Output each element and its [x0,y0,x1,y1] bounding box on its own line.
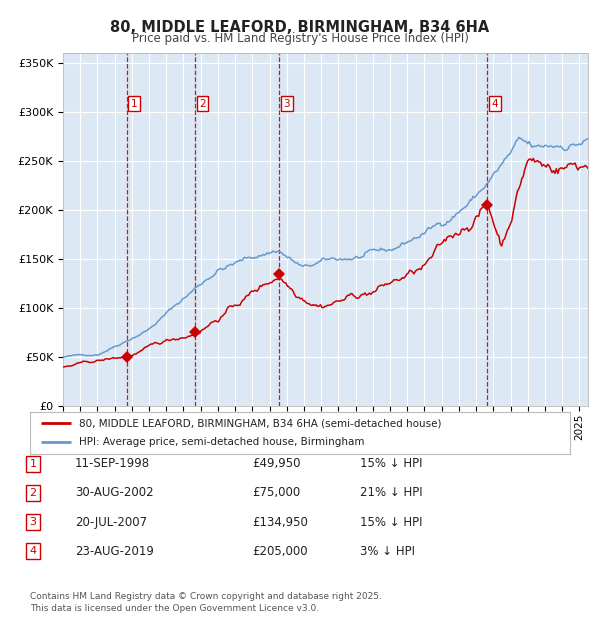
Text: £134,950: £134,950 [252,516,308,528]
Text: 3: 3 [29,517,37,527]
Text: 80, MIDDLE LEAFORD, BIRMINGHAM, B34 6HA: 80, MIDDLE LEAFORD, BIRMINGHAM, B34 6HA [110,20,490,35]
Text: Price paid vs. HM Land Registry's House Price Index (HPI): Price paid vs. HM Land Registry's House … [131,32,469,45]
Text: 4: 4 [491,99,498,108]
Text: 3% ↓ HPI: 3% ↓ HPI [360,545,415,557]
Text: 4: 4 [29,546,37,556]
Text: 23-AUG-2019: 23-AUG-2019 [75,545,154,557]
Text: 15% ↓ HPI: 15% ↓ HPI [360,458,422,470]
Text: £75,000: £75,000 [252,487,300,499]
Text: 21% ↓ HPI: 21% ↓ HPI [360,487,422,499]
Text: 2: 2 [199,99,206,108]
Text: Contains HM Land Registry data © Crown copyright and database right 2025.
This d: Contains HM Land Registry data © Crown c… [30,591,382,613]
Text: 11-SEP-1998: 11-SEP-1998 [75,458,150,470]
Text: 3: 3 [283,99,290,108]
Text: 80, MIDDLE LEAFORD, BIRMINGHAM, B34 6HA (semi-detached house): 80, MIDDLE LEAFORD, BIRMINGHAM, B34 6HA … [79,418,441,428]
Text: HPI: Average price, semi-detached house, Birmingham: HPI: Average price, semi-detached house,… [79,438,364,448]
Text: 2: 2 [29,488,37,498]
Text: 1: 1 [29,459,37,469]
Text: 15% ↓ HPI: 15% ↓ HPI [360,516,422,528]
Text: £49,950: £49,950 [252,458,301,470]
Text: 30-AUG-2002: 30-AUG-2002 [75,487,154,499]
Text: £205,000: £205,000 [252,545,308,557]
Text: 20-JUL-2007: 20-JUL-2007 [75,516,147,528]
Text: 1: 1 [131,99,137,108]
